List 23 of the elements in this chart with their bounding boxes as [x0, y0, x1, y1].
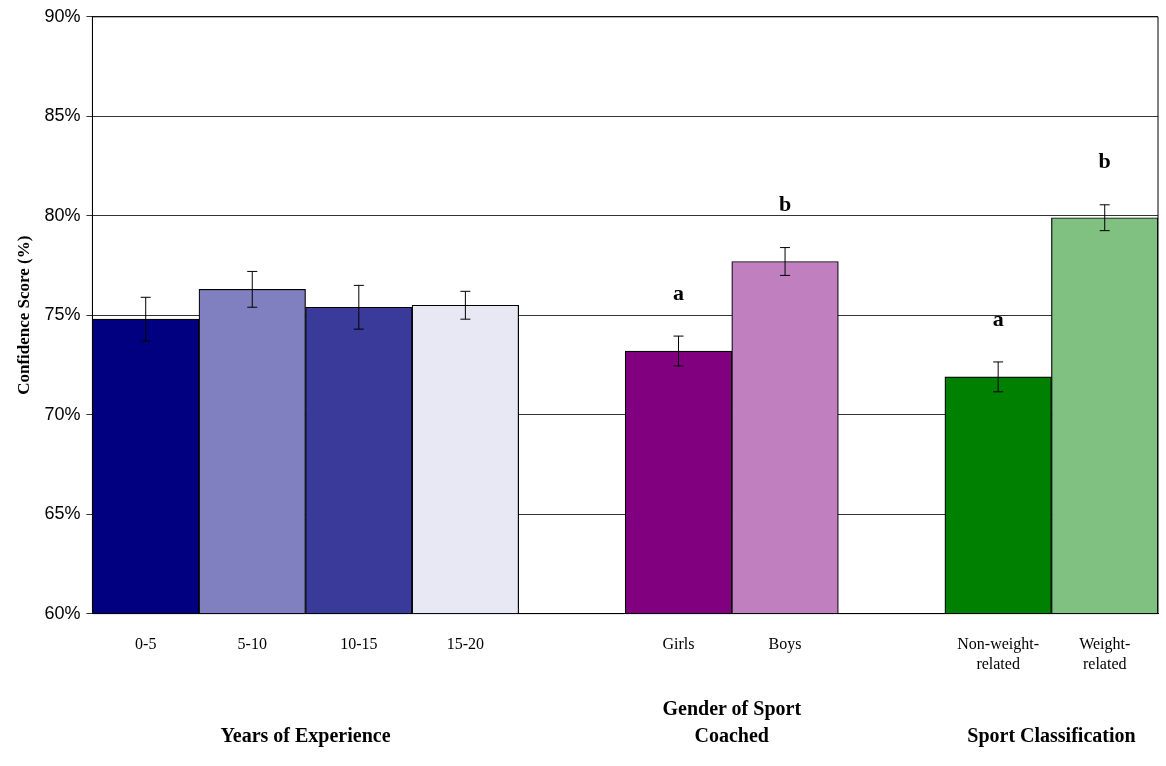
x-tick-label: Weight-related — [1079, 635, 1131, 672]
x-tick-label: 15-20 — [446, 635, 485, 653]
y-tick-label: 70% — [44, 403, 81, 424]
annotation: a — [992, 305, 1004, 331]
y-tick-label: 85% — [44, 105, 81, 126]
y-tick-label: 75% — [44, 304, 81, 325]
text: Years of Experience — [220, 724, 391, 747]
text: Gender of Sport Coached — [662, 697, 802, 746]
x-tick-label: Boys — [768, 635, 802, 654]
annotation: b — [1098, 148, 1111, 174]
y-tick-label: 65% — [44, 503, 81, 524]
y-tick-label: 60% — [44, 602, 81, 623]
x-tick-label: Non-weight-related — [957, 635, 1040, 672]
text: Sport Classification — [967, 724, 1136, 747]
annotation: b — [778, 191, 792, 217]
y-tick-label: 90% — [44, 5, 81, 26]
x-tick-label: 10-15 — [340, 635, 378, 653]
x-tick-label: Girls — [662, 635, 695, 653]
x-tick-label: 0-5 — [135, 635, 157, 653]
y-axis-title: Confidence Score (%) — [13, 235, 33, 395]
y-tick-label: 80% — [44, 204, 81, 225]
annotation: a — [672, 279, 684, 305]
x-tick-label: 5-10 — [237, 635, 267, 653]
